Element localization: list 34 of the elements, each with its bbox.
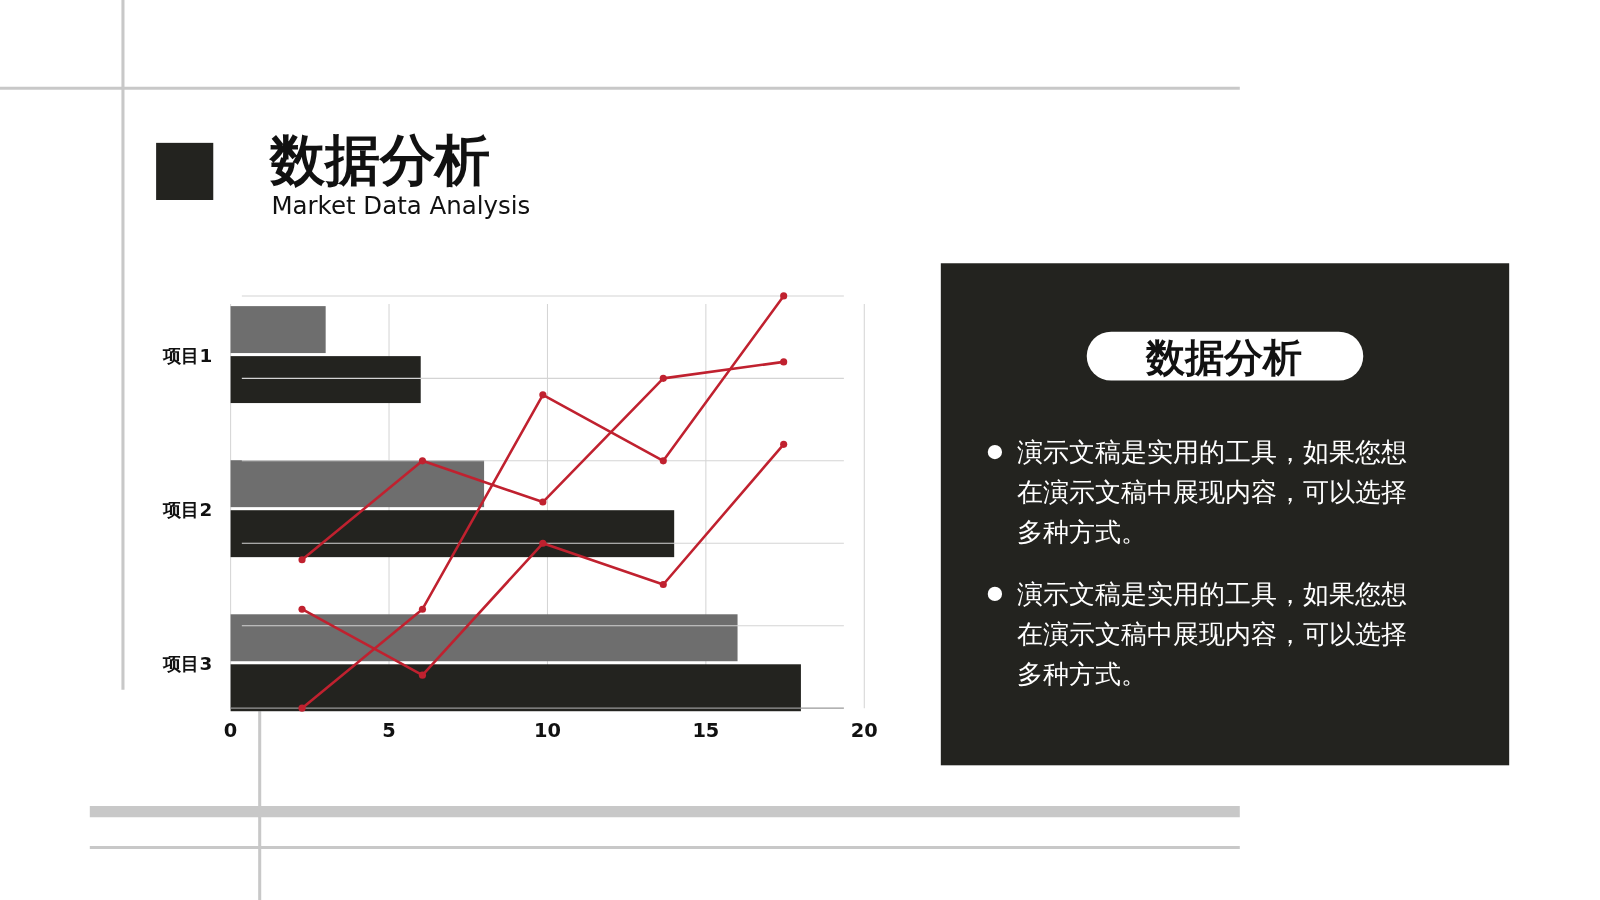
point <box>418 671 427 679</box>
point <box>539 539 547 547</box>
x-tick-label: 15 <box>692 718 720 742</box>
x-tick-label: 20 <box>850 718 878 742</box>
bar <box>230 306 326 354</box>
x-tick-label: 10 <box>533 718 561 742</box>
point <box>659 374 667 382</box>
point <box>539 391 547 399</box>
text: 数据分析 <box>1145 335 1303 381</box>
y-tick-label: 项目1 <box>162 344 213 366</box>
y-tick-label: 项目2 <box>162 498 213 520</box>
point <box>418 457 427 465</box>
point <box>659 457 667 465</box>
bar <box>230 664 801 712</box>
bar <box>230 460 485 508</box>
point <box>539 498 547 506</box>
point <box>780 440 788 448</box>
chart-subtitle: Market Data Analysis <box>271 191 531 221</box>
point <box>298 556 306 564</box>
point <box>780 292 788 300</box>
x-tick-label: 5 <box>382 718 396 742</box>
x-tick-label: 0 <box>223 718 238 742</box>
text: 演示文稿是实用的工具，如果您想在演示文稿中展现内容，可以选择多种方式。 <box>1017 437 1408 547</box>
point <box>298 704 306 712</box>
point <box>659 580 667 589</box>
bar <box>230 510 675 558</box>
point <box>780 358 788 366</box>
bar <box>230 614 738 662</box>
point <box>298 605 306 613</box>
y-tick-label: 项目3 <box>162 652 213 674</box>
chart-title: 数据分析 <box>268 127 491 192</box>
text: 演示文稿是实用的工具，如果您想在演示文稿中展现内容，可以选择多种方式。 <box>1017 579 1408 689</box>
point <box>418 605 427 613</box>
bar <box>230 356 421 404</box>
